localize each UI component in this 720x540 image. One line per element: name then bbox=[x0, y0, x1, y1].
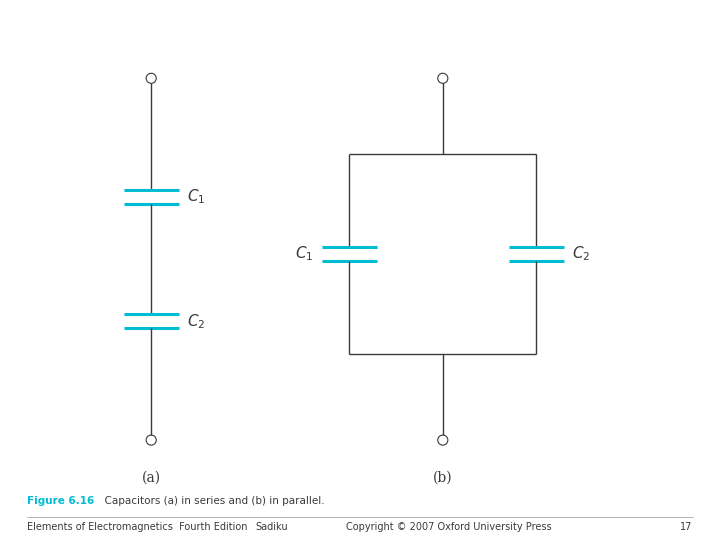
Text: Figure 6.16: Figure 6.16 bbox=[27, 496, 94, 506]
Text: Copyright © 2007 Oxford University Press: Copyright © 2007 Oxford University Press bbox=[346, 522, 552, 531]
Text: $C_2$: $C_2$ bbox=[187, 312, 205, 330]
Text: (b): (b) bbox=[433, 471, 453, 485]
Text: $C_2$: $C_2$ bbox=[572, 245, 590, 263]
Text: $C_1$: $C_1$ bbox=[187, 188, 206, 206]
Text: Capacitors (a) in series and (b) in parallel.: Capacitors (a) in series and (b) in para… bbox=[98, 496, 325, 506]
Text: Elements of Electromagnetics  Fourth Edition: Elements of Electromagnetics Fourth Edit… bbox=[27, 522, 248, 531]
Text: 17: 17 bbox=[680, 522, 693, 531]
Text: Sadiku: Sadiku bbox=[256, 522, 288, 531]
Text: (a): (a) bbox=[142, 471, 161, 485]
Text: $C_1$: $C_1$ bbox=[294, 245, 313, 263]
